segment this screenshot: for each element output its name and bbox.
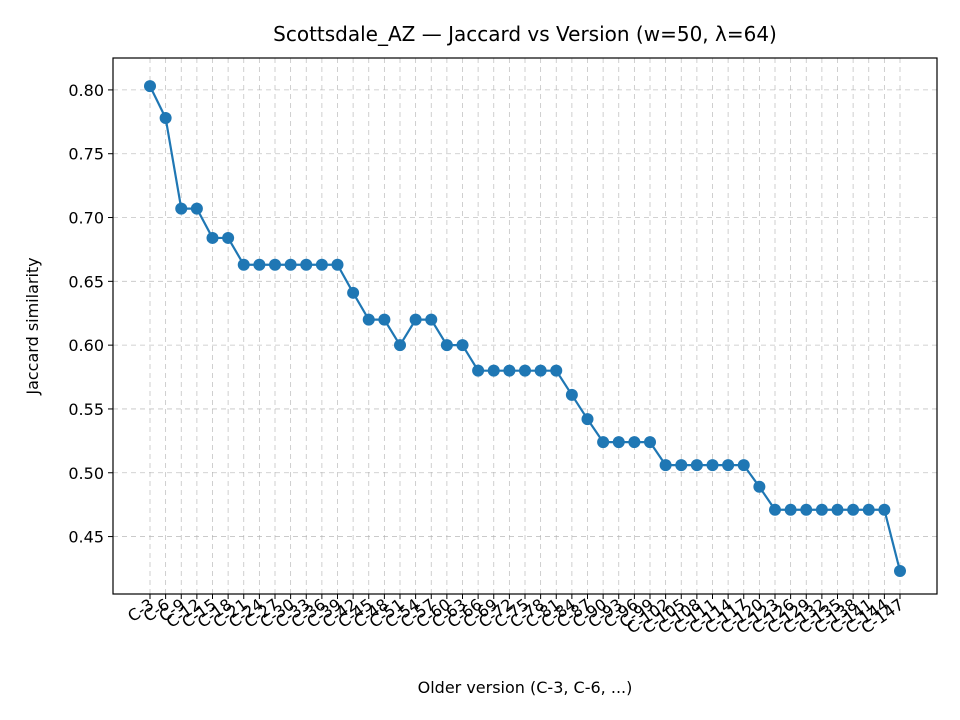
data-point [378,313,391,326]
data-point [831,503,844,516]
data-point [534,364,547,377]
data-point [847,503,860,516]
y-axis: 0.45 0.50 0.55 0.60 0.65 0.70 0.75 0.80 [68,81,113,547]
data-point [706,459,719,472]
data-point [222,231,235,244]
y-axis-label: Jaccard similarity [23,257,42,395]
data-point [519,364,531,377]
data-point [753,480,766,493]
grid-lines [113,58,937,594]
data-point [159,111,172,124]
data-point [206,231,219,244]
y-tick-label: 0.55 [68,400,104,419]
y-tick-label: 0.50 [68,464,104,483]
data-point [862,503,875,516]
data-point [644,436,656,449]
data-point [659,459,672,472]
chart-title: Scottsdale_AZ — Jaccard vs Version (w=50… [273,22,777,46]
data-point [878,503,891,516]
data-point [722,459,735,472]
data-point [440,339,453,352]
data-point [409,313,422,326]
y-tick-label: 0.65 [68,272,104,291]
data-point [675,459,688,472]
data-point [237,258,250,271]
data-point [269,258,281,271]
data-point [815,503,828,516]
data-point [690,459,703,472]
data-point [175,202,188,215]
y-tick-label: 0.80 [68,81,104,100]
data-point [472,364,485,377]
y-tick-label: 0.75 [68,145,104,164]
data-point [784,503,797,516]
data-point [190,202,203,215]
data-point [300,258,313,271]
data-point [284,258,297,271]
data-point [737,459,750,472]
data-point [894,565,906,578]
data-point [769,503,781,516]
data-point [253,258,266,271]
data-point [425,313,438,326]
y-tick-label: 0.45 [68,528,104,547]
data-point [456,339,469,352]
data-point [597,436,610,449]
data-point [487,364,500,377]
data-point [347,286,360,299]
data-point [315,258,328,271]
data-point [800,503,813,516]
data-point [144,80,156,93]
data-point [394,339,406,352]
data-point [565,388,578,401]
data-point [331,258,344,271]
y-tick-label: 0.70 [68,209,104,228]
y-tick-label: 0.60 [68,336,104,355]
data-point [612,436,625,449]
data-point [550,364,563,377]
data-point [503,364,516,377]
data-point [628,436,641,449]
data-point [581,413,594,426]
series [144,80,906,578]
data-point [362,313,375,326]
x-axis-label: Older version (C-3, C-6, ...) [418,678,633,697]
